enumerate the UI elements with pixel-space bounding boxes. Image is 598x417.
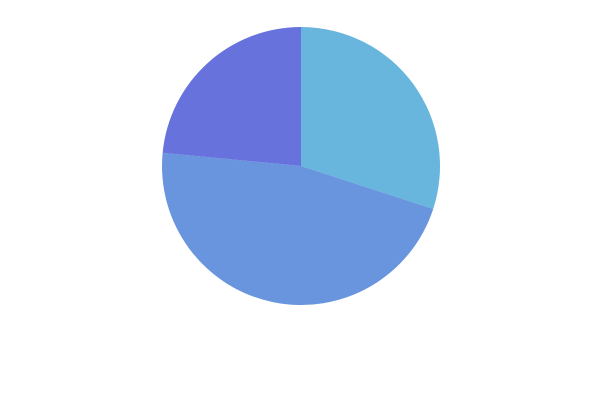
pie-slice-3 <box>163 27 301 166</box>
